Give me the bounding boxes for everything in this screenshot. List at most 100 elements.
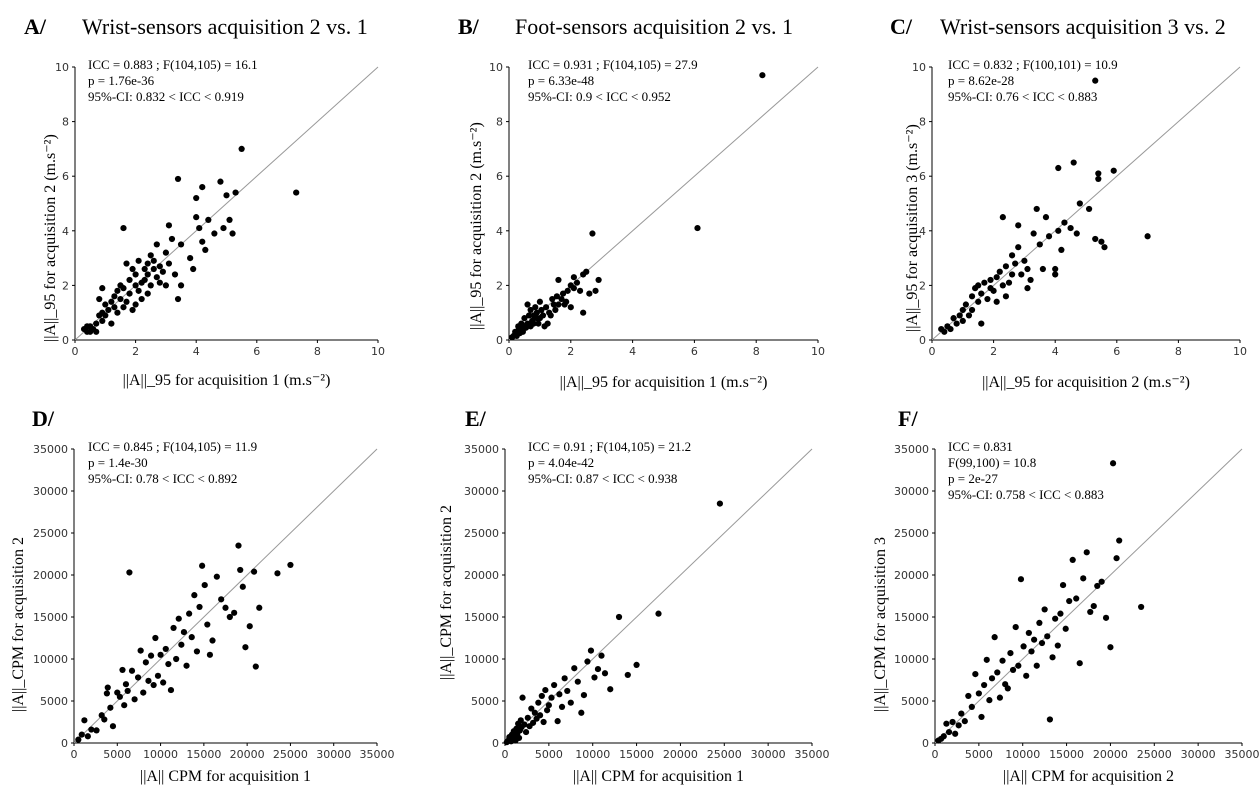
data-point xyxy=(293,189,300,196)
data-point xyxy=(535,699,542,706)
data-point xyxy=(580,692,588,699)
data-point xyxy=(150,265,157,273)
x-tick-label: 5000 xyxy=(103,748,131,761)
data-point xyxy=(132,282,139,289)
data-point xyxy=(564,687,571,695)
data-point xyxy=(548,694,555,701)
data-point xyxy=(167,686,175,694)
x-tick-label: 0 xyxy=(932,748,939,761)
data-point xyxy=(533,309,540,316)
y-tick-label: 25000 xyxy=(894,527,929,540)
data-point xyxy=(1098,238,1105,245)
data-point xyxy=(126,290,133,297)
stat-line: 95%-CI: 0.87 < ICC < 0.938 xyxy=(528,471,678,486)
y-tick-label: 10000 xyxy=(894,653,929,666)
data-point xyxy=(1036,619,1043,626)
data-point xyxy=(1004,685,1011,692)
data-point xyxy=(162,249,169,256)
data-point xyxy=(1073,230,1080,237)
data-point xyxy=(237,566,244,574)
data-point xyxy=(102,312,109,319)
data-point xyxy=(75,736,82,743)
data-point xyxy=(517,717,524,724)
y-tick-label: 6 xyxy=(496,170,503,183)
panel-e-stats: ICC = 0.91 ; F(104,105) = 21.2 p = 4.04e-… xyxy=(528,439,691,487)
panel-d-label: D/ xyxy=(32,406,54,431)
data-point xyxy=(199,562,206,569)
data-point xyxy=(959,317,966,324)
data-point xyxy=(578,709,585,716)
data-point xyxy=(988,675,996,682)
data-point xyxy=(1031,636,1038,643)
data-point xyxy=(958,710,965,717)
data-point xyxy=(940,733,947,740)
x-tick-label: 0 xyxy=(502,748,509,761)
data-point xyxy=(968,306,976,314)
data-point xyxy=(190,265,197,273)
data-point xyxy=(598,652,605,659)
data-point xyxy=(615,613,623,621)
x-tick-label: 10 xyxy=(811,345,825,358)
data-point xyxy=(996,694,1004,701)
data-point xyxy=(991,634,998,641)
data-point xyxy=(162,645,169,653)
data-point xyxy=(592,287,599,294)
data-point xyxy=(1055,227,1062,234)
data-point xyxy=(1061,219,1068,226)
data-point xyxy=(941,328,948,335)
panel-d-y-axis-label: ||A||_CPM for acquisition 2 xyxy=(10,536,27,712)
data-point xyxy=(196,224,203,232)
data-point xyxy=(532,304,539,311)
data-point xyxy=(204,621,211,628)
data-point xyxy=(1144,233,1151,240)
data-point xyxy=(239,583,246,590)
stat-line: F(99,100) = 10.8 xyxy=(948,455,1037,470)
data-point xyxy=(1017,576,1025,583)
data-point xyxy=(550,301,557,308)
y-tick-label: 0 xyxy=(62,334,69,347)
data-point xyxy=(171,271,179,278)
data-point xyxy=(78,731,85,738)
stat-line: 95%-CI: 0.9 < ICC < 0.952 xyxy=(528,89,671,104)
data-point xyxy=(981,279,988,286)
data-point xyxy=(1094,582,1101,590)
data-point xyxy=(999,214,1006,221)
data-point xyxy=(1055,164,1062,172)
data-point xyxy=(129,265,136,273)
data-point xyxy=(1015,222,1022,229)
y-tick-label: 10 xyxy=(489,61,503,74)
data-point xyxy=(552,306,559,314)
data-point xyxy=(1021,257,1028,264)
data-point xyxy=(1027,276,1034,284)
data-point xyxy=(229,230,236,237)
x-tick-label: 6 xyxy=(1113,345,1120,358)
data-point xyxy=(1015,244,1022,251)
data-point xyxy=(531,709,538,716)
data-point xyxy=(589,230,596,237)
data-point xyxy=(1138,603,1145,611)
data-point xyxy=(587,647,595,654)
data-point xyxy=(93,320,100,327)
x-tick-label: 10 xyxy=(371,345,385,358)
data-point xyxy=(544,320,551,327)
data-point xyxy=(1076,660,1083,667)
y-tick-label: 20000 xyxy=(464,569,499,582)
stat-line: p = 1.4e-30 xyxy=(88,455,148,470)
y-tick-label: 15000 xyxy=(33,611,68,624)
panel-c-label: C/ xyxy=(890,14,912,39)
data-point xyxy=(150,257,157,264)
panel-e-label: E/ xyxy=(465,406,486,431)
data-point xyxy=(84,733,91,740)
data-point xyxy=(111,293,118,300)
data-point xyxy=(1041,606,1048,613)
y-tick-label: 4 xyxy=(496,225,503,238)
stat-line: ICC = 0.931 ; F(104,105) = 27.9 xyxy=(528,57,698,72)
panel-c-x-axis-label: ||A||_95 for acquisition 2 (m.s⁻²) xyxy=(982,374,1190,391)
data-point xyxy=(975,282,982,289)
data-point xyxy=(1057,610,1064,617)
data-point xyxy=(134,674,142,681)
data-point xyxy=(987,276,994,284)
data-point xyxy=(120,224,127,232)
stat-line: ICC = 0.91 ; F(104,105) = 21.2 xyxy=(528,439,692,454)
y-tick-label: 5000 xyxy=(40,695,68,708)
